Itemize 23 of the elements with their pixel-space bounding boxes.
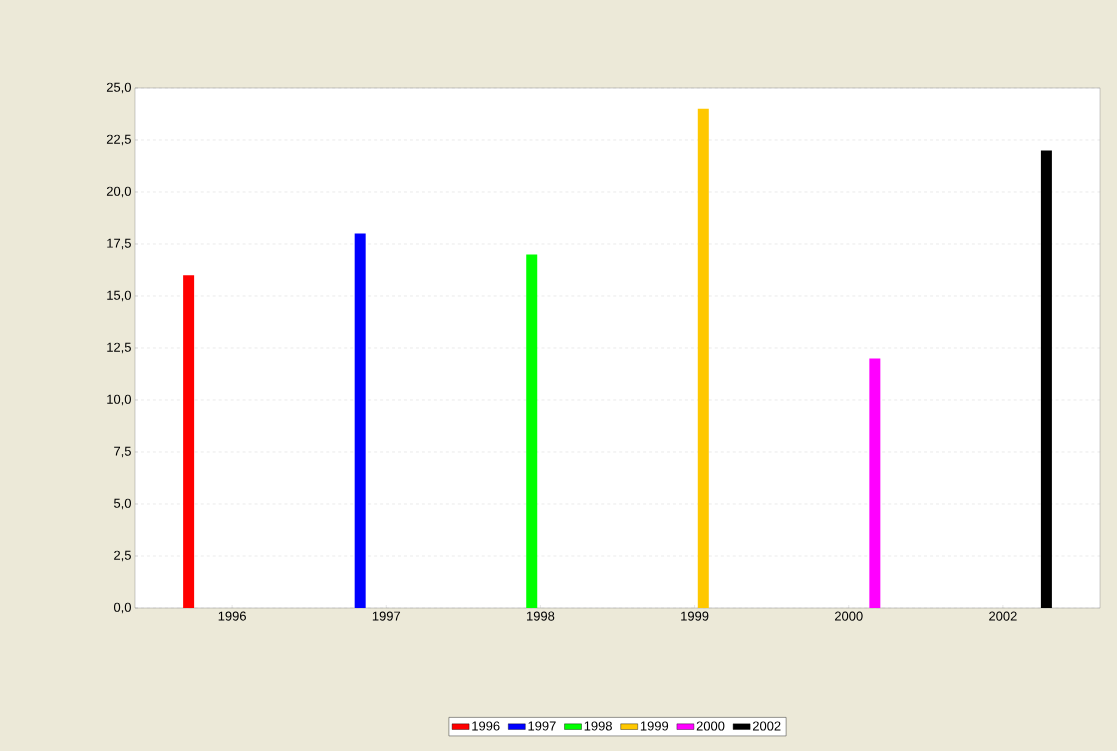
legend-label: 1997: [528, 721, 556, 731]
y-tick-label: 2,5: [114, 550, 131, 562]
y-tick-label: 5,0: [113, 498, 131, 510]
x-tick-label: 1999: [681, 611, 709, 621]
legend-label: 1998: [584, 721, 612, 731]
x-tick-label: 1998: [527, 611, 555, 621]
x-tick-label: 1996: [218, 611, 246, 621]
legend-label: 1996: [472, 721, 500, 731]
y-tick-label: 20,0: [106, 186, 131, 198]
y-tick-label: 22,5: [106, 134, 131, 146]
legend-label: 2000: [696, 721, 725, 731]
y-tick-label: 25,0: [106, 82, 131, 94]
y-tick-label: 0,0: [113, 602, 131, 614]
x-tick-label: 1997: [372, 611, 401, 621]
y-tick-label: 12,5: [107, 342, 131, 354]
x-tick-label: 2002: [989, 611, 1017, 621]
y-tick-label: 10,0: [107, 394, 131, 406]
x-tick-label: 2000: [834, 611, 863, 621]
legend-label: 1999: [640, 721, 669, 731]
y-tick-label: 17,5: [107, 238, 131, 250]
y-tick-label: 7,5: [114, 446, 131, 458]
y-tick-label: 15,0: [107, 290, 131, 302]
legend-label: 2002: [752, 721, 781, 731]
